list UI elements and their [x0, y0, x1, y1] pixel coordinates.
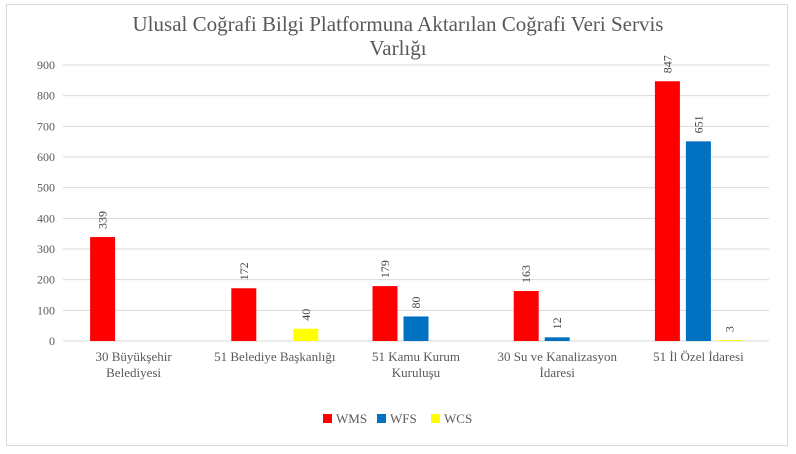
y-tick-label: 100 [37, 303, 55, 317]
data-label-wms: 172 [237, 262, 251, 280]
bars [90, 81, 742, 342]
bar-wfs [685, 141, 711, 341]
bar-wms [90, 237, 116, 341]
x-tick-label: 51 Kamu Kurum [372, 349, 460, 364]
x-tick-label: 51 İl Özel İdaresi [653, 349, 744, 364]
y-tick-label: 800 [37, 89, 55, 103]
legend-swatch-wms [323, 414, 332, 423]
x-tick-label: İdaresi [540, 365, 576, 380]
y-tick-label: 0 [49, 334, 55, 348]
x-tick-label: 30 Büyükşehir [95, 349, 172, 364]
legend-label-wfs: WFS [390, 411, 417, 426]
chart-title-line: Varlığı [369, 36, 426, 60]
data-label-wcs: 40 [299, 309, 313, 321]
data-label-wfs: 80 [409, 296, 423, 308]
x-tick-label: Kuruluşu [392, 365, 441, 380]
x-tick-label: Belediyesi [106, 365, 161, 380]
bar-wms [513, 291, 539, 341]
legend-swatch-wcs [431, 414, 440, 423]
legend-label-wcs: WCS [444, 411, 472, 426]
gridlines [63, 64, 769, 342]
data-label-wms: 179 [378, 260, 392, 278]
y-tick-label: 600 [37, 150, 55, 164]
bar-wfs [544, 337, 570, 341]
chart-title: Ulusal Coğrafi Bilgi Platformuna Aktarıl… [133, 12, 664, 60]
data-label-wcs: 3 [722, 326, 736, 332]
legend: WMS WFS WCS [323, 411, 472, 426]
bar-wcs [716, 340, 742, 341]
legend-label-wms: WMS [336, 411, 367, 426]
chart-svg: Ulusal Coğrafi Bilgi Platformuna Aktarıl… [37, 12, 769, 426]
y-tick-label: 300 [37, 242, 55, 256]
bar-wcs [293, 328, 319, 341]
data-label-wfs: 651 [691, 115, 705, 133]
bar-wms [654, 81, 680, 342]
chart-title-line: Ulusal Coğrafi Bilgi Platformuna Aktarıl… [133, 12, 664, 36]
data-label-wms: 339 [96, 211, 110, 229]
bar-wms [372, 286, 398, 341]
y-tick-label: 500 [37, 181, 55, 195]
y-tick-label: 400 [37, 211, 55, 225]
bar-wms [231, 288, 257, 341]
x-tick-label: 51 Belediye Başkanlığı [214, 349, 336, 364]
chart-container: Ulusal Coğrafi Bilgi Platformuna Aktarıl… [6, 4, 788, 446]
y-tick-label: 900 [37, 58, 55, 72]
y-axis-tick-labels: 0 100 200 300 400 500 600 700 800 900 [37, 58, 55, 348]
bar-wfs [403, 316, 429, 341]
x-tick-label: 30 Su ve Kanalizasyon [497, 349, 617, 364]
y-tick-label: 700 [37, 119, 55, 133]
y-tick-label: 200 [37, 273, 55, 287]
data-label-wfs: 12 [550, 317, 564, 329]
data-label-wms: 847 [660, 55, 674, 73]
data-labels: 339 172 179 163 847 80 12 651 40 3 [96, 55, 737, 332]
legend-swatch-wfs [377, 414, 386, 423]
data-label-wms: 163 [519, 265, 533, 283]
